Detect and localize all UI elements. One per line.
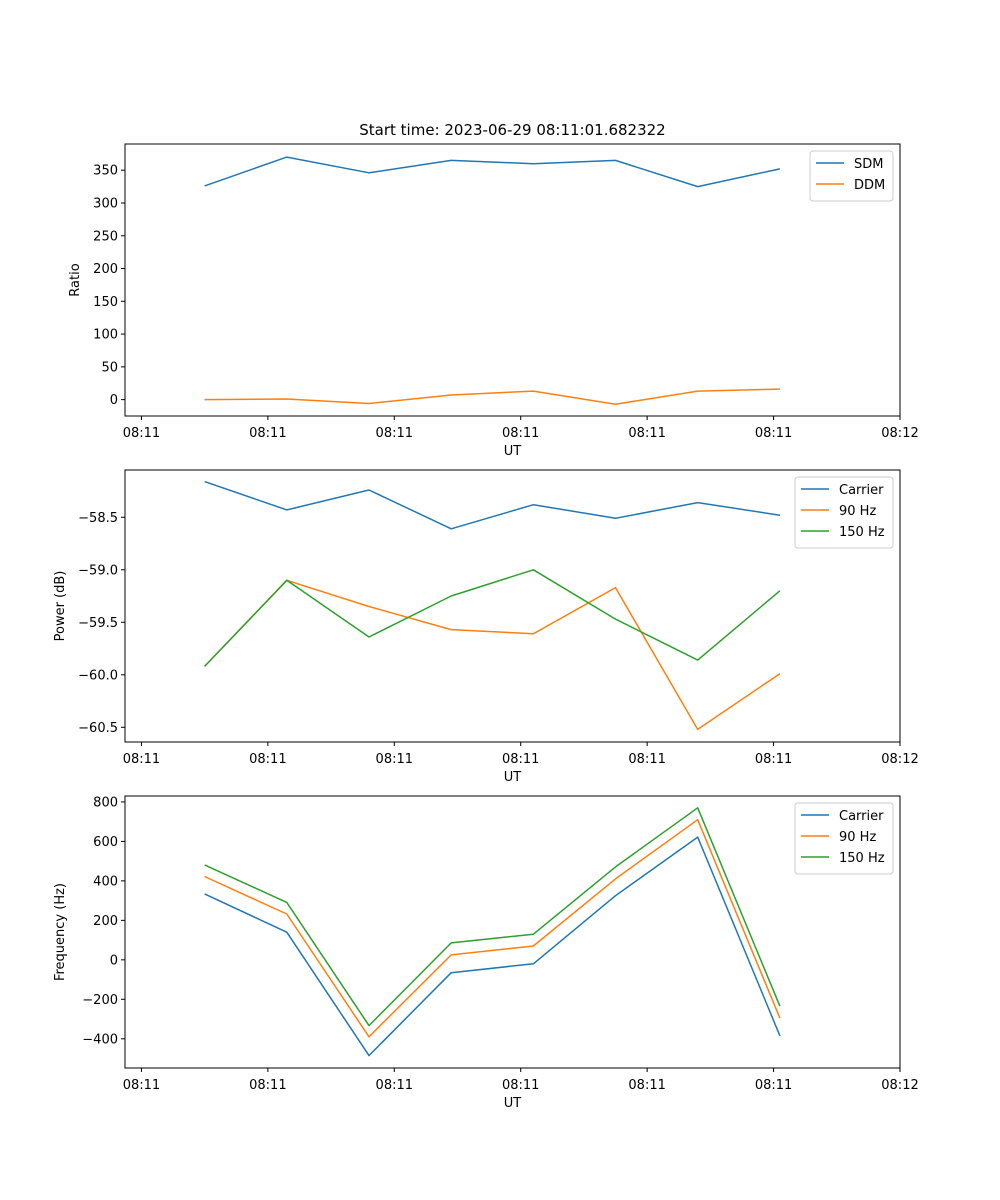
chart-3-x-tick-label: 08:11 [755, 1078, 792, 1093]
chart-2-x-tick-label: 08:12 [881, 752, 918, 767]
chart-1-y-tick-label: 300 [93, 196, 118, 211]
chart-1-x-tick-label: 08:11 [502, 426, 539, 441]
chart-2-y-tick-label: −59.0 [78, 563, 118, 578]
chart-3-x-tick-label: 08:11 [628, 1078, 665, 1093]
chart-3-y-axis-label: Frequency (Hz) [53, 883, 68, 981]
chart-3-legend-label: Carrier [839, 809, 884, 824]
chart-2-series-90-hz-line [204, 579, 781, 731]
chart-2-x-tick-label: 08:11 [502, 752, 539, 767]
chart-2-x-tick-label: 08:11 [628, 752, 665, 767]
chart-1-legend-label: DDM [854, 178, 885, 193]
chart-3-legend-label: 150 Hz [839, 851, 885, 866]
chart-3-y-tick-label: −400 [82, 1032, 118, 1047]
chart-2-legend-label: 150 Hz [839, 525, 885, 540]
chart-3-y-tick-label: 800 [93, 795, 118, 810]
chart-3-x-axis-label: UT [504, 1096, 522, 1111]
chart-2-x-tick-label: 08:11 [755, 752, 792, 767]
chart-2-y-tick-label: −60.5 [78, 721, 118, 736]
chart-2: −60.5 −60.0 −59.5 −59.0 −58.5 08:11 08:11 08:11… [53, 469, 919, 785]
chart-2-x-tick-label: 08:11 [249, 752, 286, 767]
chart-1-y-tick-label: 250 [93, 229, 118, 244]
chart-3-x-tick-label: 08:11 [123, 1078, 160, 1093]
chart-2-x-tick-label: 08:11 [376, 752, 413, 767]
chart-1-x-tick-label: 08:11 [123, 426, 160, 441]
chart-2-x-tick-label: 08:11 [123, 752, 160, 767]
chart-1-x-tick-label: 08:11 [376, 426, 413, 441]
chart-3-x-tick-label: 08:11 [249, 1078, 286, 1093]
chart-1-series-sdm-line [204, 156, 781, 188]
chart-3-series-90-hz-line [204, 818, 781, 1038]
chart-3-x-tick-label: 08:12 [881, 1078, 918, 1093]
chart-1-y-tick-label: 200 [93, 262, 118, 277]
chart-1-y-tick-label: 150 [93, 295, 118, 310]
chart-3-legend: Carrier 90 Hz 150 Hz [794, 802, 894, 875]
chart-2-legend-label: 90 Hz [839, 504, 876, 519]
chart-1-y-tick-label: 50 [101, 360, 118, 375]
chart-3-series-150-hz-line [204, 807, 781, 1027]
chart-3: −400 −200 0 200 400 600 800 08:11 08:11 08:11 08:1… [53, 795, 919, 1111]
chart-3-legend-label: 90 Hz [839, 830, 876, 845]
chart-2-y-tick-label: −60.0 [78, 668, 118, 683]
chart-2-x-axis-label: UT [504, 770, 522, 785]
chart-2-series-carrier-line [204, 480, 781, 530]
chart-1-legend-label: SDM [854, 157, 883, 172]
chart-3-x-tick-label: 08:11 [502, 1078, 539, 1093]
chart-2-y-axis-label: Power (dB) [53, 571, 68, 642]
chart-1: 0 50 100 150 200 250 300 350 08:11 08:11 08:11 08:1… [68, 143, 919, 459]
chart-3-series-carrier-line [204, 836, 781, 1057]
chart-2-y-tick-label: −59.5 [78, 616, 118, 631]
chart-1-y-tick-label: 0 [110, 393, 118, 408]
chart-2-plot-frame [124, 469, 901, 743]
chart-3-y-tick-label: −200 [82, 993, 118, 1008]
chart-3-plot-frame [124, 795, 901, 1069]
chart-3-y-tick-label: 600 [93, 835, 118, 850]
chart-3-x-tick-label: 08:11 [376, 1078, 413, 1093]
chart-title: Start time: 2023-06-29 08:11:01.682322 [359, 121, 665, 139]
chart-1-x-tick-label: 08:11 [249, 426, 286, 441]
chart-1-x-tick-label: 08:12 [881, 426, 918, 441]
chart-1-y-axis-label: Ratio [68, 263, 83, 296]
chart-1-x-tick-label: 08:11 [628, 426, 665, 441]
chart-1-x-tick-label: 08:11 [755, 426, 792, 441]
chart-1-plot-frame [124, 143, 901, 417]
chart-3-y-tick-label: 200 [93, 914, 118, 929]
chart-1-y-tick-label: 100 [93, 328, 118, 343]
chart-3-y-tick-label: 0 [110, 953, 118, 968]
chart-2-legend: Carrier 90 Hz 150 Hz [794, 476, 894, 549]
chart-3-y-tick-label: 400 [93, 874, 118, 889]
chart-2-legend-label: Carrier [839, 483, 884, 498]
chart-2-series-150-hz-line [204, 569, 781, 667]
chart-2-y-tick-label: −58.5 [78, 511, 118, 526]
chart-1-x-axis-label: UT [504, 444, 522, 459]
chart-1-series-ddm-line [204, 388, 780, 405]
chart-1-legend: SDM DDM [809, 150, 894, 202]
chart-1-y-tick-label: 350 [93, 164, 118, 179]
